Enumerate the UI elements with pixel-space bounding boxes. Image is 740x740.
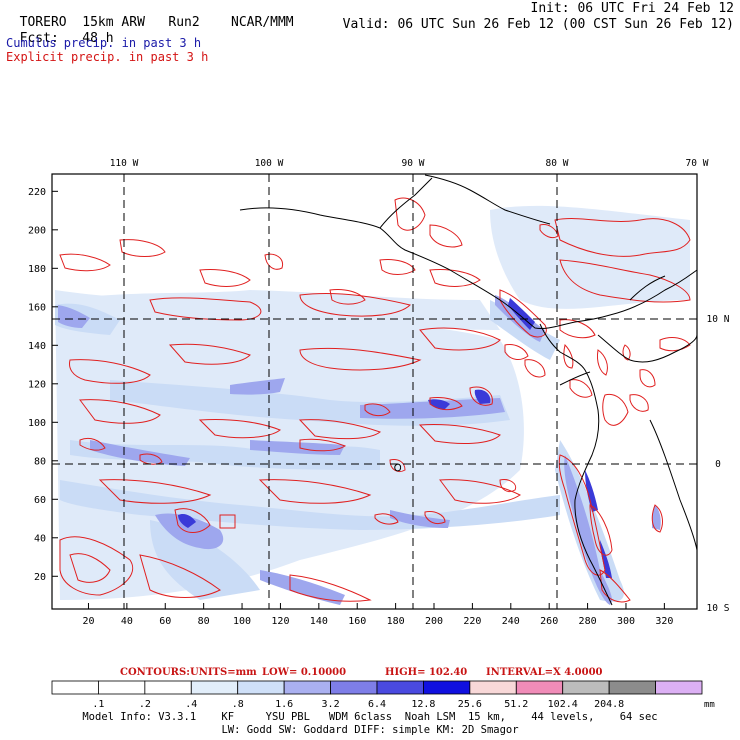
init-time: Init: 06 UTC Fri 24 Feb 12 xyxy=(530,1,735,16)
colorbar-label: 1.6 xyxy=(275,699,293,710)
colorbar-label: 204.8 xyxy=(594,699,624,710)
y-tick-label: 40 xyxy=(34,533,46,544)
x-tick-label: 320 xyxy=(655,616,673,627)
colorbar-segment xyxy=(237,680,285,695)
x-tick-label: 60 xyxy=(159,616,171,627)
colorbar-segment xyxy=(562,680,610,695)
colorbar-segment xyxy=(98,680,146,695)
x-tick-label: 240 xyxy=(502,616,520,627)
run-label: Run2 xyxy=(168,15,200,30)
contours-label: CONTOURS: xyxy=(120,667,190,678)
precip-field xyxy=(55,197,691,605)
colorbar-label: 102.4 xyxy=(548,699,578,710)
longitude-labels: 110 W 100 W 90 W 80 W 70 W xyxy=(110,158,709,169)
coastlines xyxy=(239,174,697,606)
x-tick-label: 300 xyxy=(617,616,635,627)
x-tick-label: 40 xyxy=(121,616,133,627)
x-tick-label: 20 xyxy=(82,616,94,627)
x-tick-label: 140 xyxy=(310,616,328,627)
x-tick-label: 100 xyxy=(233,616,251,627)
colorbar-segment xyxy=(608,680,656,695)
cumulus-legend-text: Cumulus precip. in past 3 h xyxy=(6,36,202,50)
y-tick-label: 160 xyxy=(28,302,46,313)
longitude-label: 80 W xyxy=(546,158,569,169)
model-resolution: 15km ARW xyxy=(82,15,145,30)
x-tick-label: 260 xyxy=(540,616,558,627)
colorbar-segment xyxy=(515,680,564,695)
colorbar-segment xyxy=(330,680,378,695)
colorbar: .1 .2 .4 .8 1.6 3.2 6.4 12.8 25.6 51.2 102.4 204.8 m… xyxy=(51,680,715,710)
longitude-label: 70 W xyxy=(686,158,709,169)
org-label: NCAR/MMM xyxy=(231,15,294,30)
y-tick-label: 220 xyxy=(28,187,46,198)
colorbar-segment xyxy=(376,680,424,695)
x-tick-label: 120 xyxy=(271,616,289,627)
y-tick-label: 200 xyxy=(28,225,46,236)
x-tick-label: 160 xyxy=(348,616,366,627)
contours-interval: INTERVAL=X 4.0000 xyxy=(486,667,603,678)
latitude-labels: 10 N 0 10 S xyxy=(707,314,730,614)
colorbar-segment xyxy=(655,680,703,695)
x-axis: 20 40 60 80 100 120 140 160 180 200 220 240 260 280 30… xyxy=(82,603,673,627)
y-tick-label: 20 xyxy=(34,572,46,583)
colorbar-label: 25.6 xyxy=(458,699,482,710)
latitude-label: 10 S xyxy=(707,603,730,614)
valid-time: Valid: 06 UTC Sun 26 Feb 12 (00 CST Sun … xyxy=(342,17,734,32)
lat-lon-grid xyxy=(52,174,697,609)
colorbar-label: .1 xyxy=(92,699,104,710)
colorbar-segment xyxy=(469,680,517,695)
forecast-value: 48 h xyxy=(82,31,114,46)
colorbar-segment xyxy=(51,680,99,695)
contours-units: UNITS=mm xyxy=(190,667,257,678)
colorbar-label: 12.8 xyxy=(411,699,435,710)
colorbar-label: .8 xyxy=(232,699,244,710)
x-tick-label: 280 xyxy=(579,616,597,627)
y-tick-label: 140 xyxy=(28,341,46,352)
map-frame xyxy=(51,173,698,610)
x-tick-label: 180 xyxy=(387,616,405,627)
explicit-legend-text: Explicit precip. in past 3 h xyxy=(6,50,209,64)
colorbar-segment xyxy=(283,680,331,695)
longitude-label: 110 W xyxy=(110,158,139,169)
contours-low: LOW= 0.10000 xyxy=(262,667,347,678)
model-info-line2: LW: Godd SW: Goddard DIFF: simple KM: 2D… xyxy=(221,724,519,736)
colorbar-unit: mm xyxy=(704,700,715,710)
colorbar-label: 3.2 xyxy=(322,699,340,710)
y-tick-label: 100 xyxy=(28,418,46,429)
forecast-label: Fcst: xyxy=(19,31,59,46)
contours-high: HIGH= 102.40 xyxy=(385,667,468,678)
y-tick-label: 60 xyxy=(34,495,46,506)
model-info-line1: Model Info: V3.3.1 KF YSU PBL WDM 6class… xyxy=(82,711,658,723)
y-tick-label: 120 xyxy=(28,379,46,390)
colorbar-label: .2 xyxy=(139,699,151,710)
colorbar-segment xyxy=(423,680,471,695)
x-tick-label: 80 xyxy=(198,616,210,627)
colorbar-label: .4 xyxy=(185,699,197,710)
colorbar-label: 51.2 xyxy=(504,699,528,710)
y-tick-label: 80 xyxy=(34,456,46,467)
longitude-label: 100 W xyxy=(255,158,284,169)
colorbar-segment xyxy=(190,680,239,695)
colorbar-segment xyxy=(144,680,192,695)
latitude-label: 0 xyxy=(715,459,721,470)
y-axis: 20 40 60 80 100 120 140 160 180 200 220 xyxy=(28,187,58,583)
y-tick-label: 180 xyxy=(28,264,46,275)
colorbar-label: 6.4 xyxy=(368,699,386,710)
x-tick-label: 220 xyxy=(463,616,481,627)
model-name: TORERO xyxy=(19,15,67,30)
latitude-label: 10 N xyxy=(707,314,730,325)
longitude-label: 90 W xyxy=(402,158,425,169)
x-tick-label: 200 xyxy=(425,616,443,627)
